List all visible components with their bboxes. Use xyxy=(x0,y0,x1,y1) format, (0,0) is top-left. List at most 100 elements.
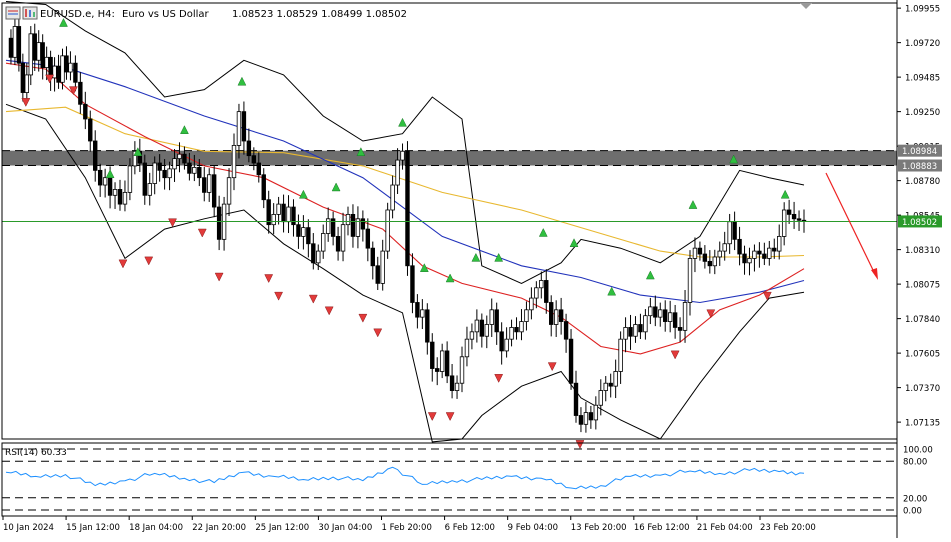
candle xyxy=(747,258,752,264)
candle xyxy=(301,227,306,237)
current-price-box xyxy=(898,215,942,228)
price-tick-label: 1.07605 xyxy=(905,350,940,360)
sell-signal-arrow xyxy=(445,412,455,422)
ma-slow-line xyxy=(5,106,805,258)
candle xyxy=(791,213,797,220)
buy-signal-arrow xyxy=(356,147,366,156)
time-tick-label: 13 Feb 20:00 xyxy=(571,523,627,533)
chart-shift-marker[interactable] xyxy=(800,3,812,9)
candle xyxy=(64,55,69,73)
zone-price-label: 1.08984 xyxy=(902,147,937,157)
candle xyxy=(697,247,703,255)
rsi-line xyxy=(5,466,805,490)
buy-signal-arrow xyxy=(445,273,455,283)
candle xyxy=(509,327,514,340)
rsi-tick-label: 100.00 xyxy=(903,446,933,456)
candle xyxy=(757,250,762,255)
buy-signal-arrow xyxy=(569,238,579,248)
sell-signal-arrow xyxy=(69,86,78,96)
projection-arrow xyxy=(825,172,878,280)
candle xyxy=(83,103,88,120)
time-tick-label: 18 Jan 04:00 xyxy=(129,523,183,533)
candle xyxy=(271,213,276,226)
candle xyxy=(786,209,792,215)
candle xyxy=(474,319,480,333)
zone-price-box xyxy=(898,159,942,172)
candle xyxy=(177,153,182,160)
candle xyxy=(499,331,504,352)
candle xyxy=(380,250,385,284)
candle xyxy=(182,153,187,164)
sell-signal-arrow xyxy=(274,291,284,301)
candle xyxy=(762,253,767,259)
price-tick-label: 1.09955 xyxy=(905,5,940,15)
candle xyxy=(286,206,291,223)
candle xyxy=(107,177,113,196)
candle xyxy=(325,218,331,234)
rsi-tick-label: 0.00 xyxy=(903,507,922,517)
candle xyxy=(598,390,603,406)
zone-price-label: 1.08883 xyxy=(902,162,937,172)
resistance-zone xyxy=(2,150,897,166)
candle xyxy=(236,111,242,146)
candle xyxy=(504,338,509,352)
price-tick-label: 1.07840 xyxy=(905,315,940,325)
price-tick-label: 1.09485 xyxy=(905,74,940,84)
candle xyxy=(226,177,232,205)
candle xyxy=(672,312,678,328)
candle xyxy=(147,183,152,196)
candle xyxy=(593,404,599,421)
candle xyxy=(78,81,83,105)
price-tick-label: 1.07370 xyxy=(905,384,940,394)
candle xyxy=(162,169,167,179)
candle xyxy=(370,247,375,267)
candle xyxy=(52,65,57,79)
bollinger-upper xyxy=(5,1,805,284)
candle xyxy=(291,206,296,226)
time-tick-label: 15 Jan 12:00 xyxy=(66,523,120,533)
candle xyxy=(663,309,668,322)
candle xyxy=(395,159,400,186)
candle xyxy=(187,162,192,174)
sell-signal-arrow xyxy=(358,313,368,323)
chart-symbol: EURUSD.e, H4: xyxy=(40,9,115,20)
sell-signal-arrow xyxy=(547,362,557,372)
candle xyxy=(251,155,257,164)
time-tick-label: 1 Feb 20:00 xyxy=(382,523,432,533)
candle xyxy=(677,327,683,331)
chart-description: Euro vs US Dollar xyxy=(122,9,210,20)
time-tick-label: 23 Feb 20:00 xyxy=(760,523,816,533)
time-tick-label: 6 Feb 12:00 xyxy=(445,523,495,533)
rsi-tick-label: 80.00 xyxy=(903,458,927,468)
candle xyxy=(628,327,633,337)
candle xyxy=(117,189,123,205)
candle xyxy=(350,213,356,237)
candle xyxy=(707,260,713,267)
candle xyxy=(261,174,266,201)
zone-edge xyxy=(397,150,403,166)
candle xyxy=(638,324,643,333)
candle xyxy=(256,162,261,176)
price-tick-label: 1.08310 xyxy=(905,246,940,256)
candle xyxy=(603,382,608,391)
buy-signal-arrow xyxy=(645,270,655,280)
header-icon[interactable] xyxy=(5,6,21,20)
candle xyxy=(20,62,26,93)
candle xyxy=(588,412,594,421)
price-tick-label: 1.08075 xyxy=(905,281,940,291)
candle xyxy=(60,55,65,83)
sell-signal-arrow xyxy=(144,256,154,266)
candle xyxy=(321,233,326,252)
candle xyxy=(32,33,37,61)
candle xyxy=(36,42,41,61)
candle xyxy=(202,177,207,193)
candle xyxy=(439,350,445,372)
candle xyxy=(122,191,128,205)
candle xyxy=(623,327,628,340)
candle xyxy=(400,150,405,161)
candle xyxy=(737,238,742,255)
candle xyxy=(311,243,316,264)
time-tick-label: 30 Jan 04:00 xyxy=(318,523,372,533)
candle xyxy=(241,111,247,142)
